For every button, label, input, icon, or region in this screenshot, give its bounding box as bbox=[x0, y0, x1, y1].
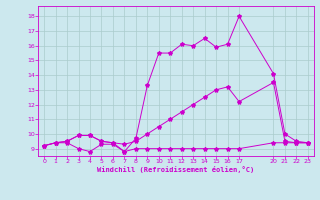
X-axis label: Windchill (Refroidissement éolien,°C): Windchill (Refroidissement éolien,°C) bbox=[97, 166, 255, 173]
